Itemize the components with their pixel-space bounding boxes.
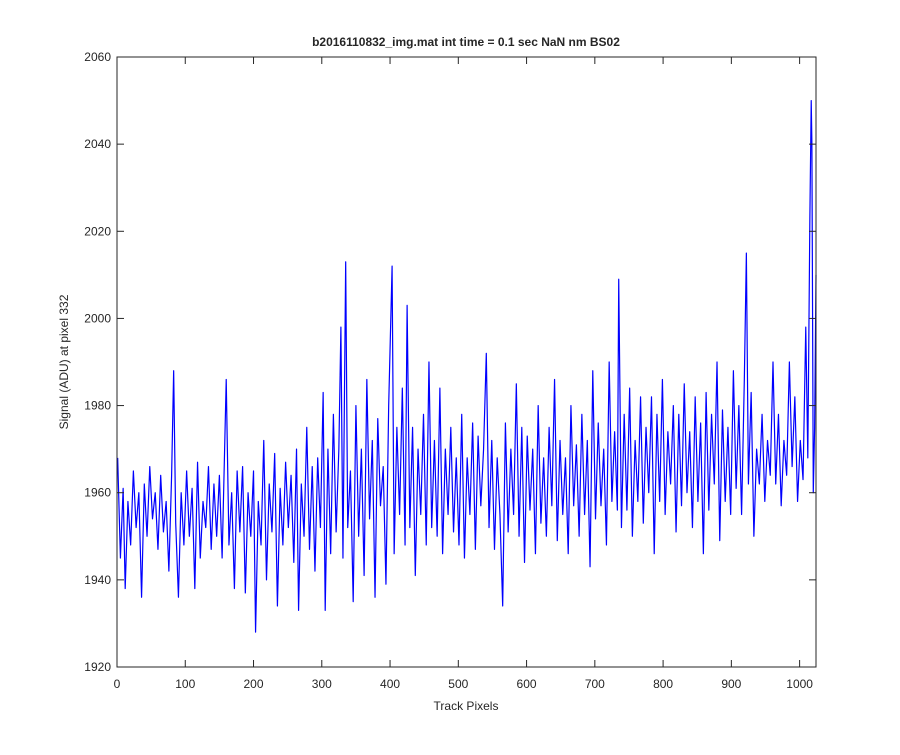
x-tick-label: 600 (517, 677, 537, 691)
x-tick-label: 200 (244, 677, 264, 691)
x-tick-label: 300 (312, 677, 332, 691)
x-tick-label: 400 (380, 677, 400, 691)
x-tick-label: 800 (653, 677, 673, 691)
y-tick-label: 1960 (84, 486, 111, 500)
y-tick-label: 1980 (84, 399, 111, 413)
plot-frame (116, 56, 817, 668)
x-tick-label: 900 (721, 677, 741, 691)
y-tick-label: 1940 (84, 573, 111, 587)
x-tick-label: 700 (585, 677, 605, 691)
x-tick-label: 0 (114, 677, 121, 691)
x-tick-label: 100 (175, 677, 195, 691)
x-tick-label: 500 (448, 677, 468, 691)
y-tick-label: 2040 (84, 137, 111, 151)
y-tick-label: 2000 (84, 311, 111, 325)
chart-title: b2016110832_img.mat int time = 0.1 sec N… (312, 35, 620, 49)
y-axis-label: Signal (ADU) at pixel 332 (57, 294, 71, 429)
x-tick-label: 1000 (786, 677, 813, 691)
x-axis-label: Track Pixels (434, 699, 499, 713)
y-tick-label: 1920 (84, 660, 111, 674)
data-line (117, 99, 817, 633)
y-tick-label: 2020 (84, 224, 111, 238)
y-tick-label: 2060 (84, 50, 111, 64)
